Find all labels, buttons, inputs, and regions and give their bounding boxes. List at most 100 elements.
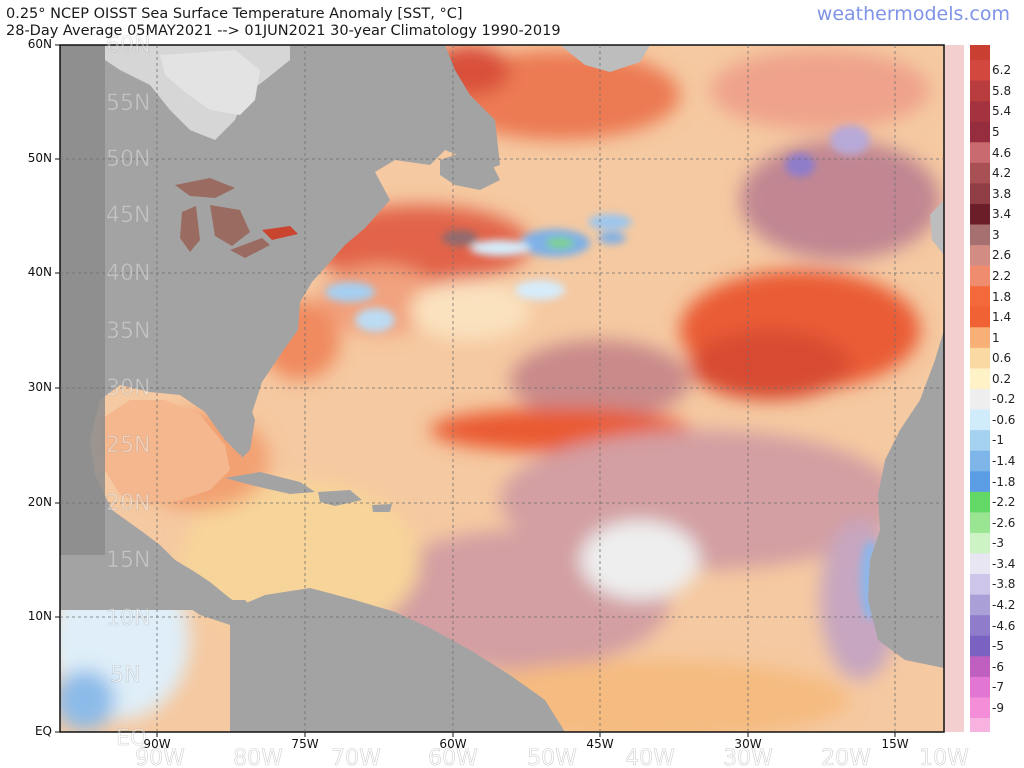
inner-lon-80w: 80W (233, 746, 283, 768)
colorbar-bottom-cap (970, 718, 990, 732)
colorbar-cell (970, 615, 990, 637)
colorbar-cell (970, 306, 990, 328)
land-south-america (230, 588, 565, 732)
inner-lon-90w: 90W (135, 746, 185, 768)
western-land-shade (60, 45, 105, 555)
colorbar-cell (970, 553, 990, 575)
colorbar-tick-label: 2.2 (992, 268, 1012, 283)
inner-lat-30n: 30N (106, 376, 150, 401)
colorbar-tick-label: -0.2 (992, 392, 1016, 407)
inner-lat-20n: 20N (106, 491, 150, 516)
colorbar-cell (970, 450, 990, 472)
colorbar-cell (970, 60, 990, 81)
colorbar-tick-label: 3.4 (992, 207, 1012, 222)
colorbar-tick-label: -3.8 (992, 577, 1016, 592)
colorbar-tick-label: 3 (992, 227, 1000, 242)
land-puerto-rico (372, 504, 392, 512)
colorbar-tick-label: -6 (992, 659, 1004, 674)
colorbar-cell (970, 162, 990, 184)
colorbar-tick-label: -1.8 (992, 474, 1016, 489)
colorbar-cell (970, 512, 990, 534)
lat-label-30n: 30N (27, 380, 52, 394)
colorbar-cell (970, 80, 990, 102)
inner-lat-55n: 55N (106, 91, 150, 116)
colorbar-cell (970, 676, 990, 698)
colorbar-cell (970, 286, 990, 308)
lat-label-20n: 20N (27, 495, 52, 509)
colorbar-cell (970, 635, 990, 657)
inner-lat-50n: 50N (106, 147, 150, 172)
colorbar-tick-label: -9 (992, 700, 1004, 715)
colorbar-cell (970, 532, 990, 554)
land-central-america (130, 530, 240, 625)
colorbar-cell (970, 471, 990, 493)
map-title: 0.25° NCEP OISST Sea Surface Temperature… (6, 6, 463, 22)
land-north-america (60, 45, 500, 610)
colorbar-tick-label: 0.6 (992, 351, 1012, 366)
colorbar-tick-label: -2.6 (992, 515, 1016, 530)
colorbar-cell (970, 491, 990, 513)
land-greenland (560, 45, 650, 72)
lon-label-75w: 75W (291, 737, 319, 751)
lon-label-30w: 30W (734, 737, 762, 751)
great-lakes (175, 178, 298, 258)
colorbar-tick-label: -7 (992, 680, 1004, 695)
colorbar-cell (970, 697, 990, 719)
colorbar (970, 45, 990, 732)
colorbar-top-cap (970, 45, 990, 60)
colorbar-tick-label: -4.2 (992, 597, 1016, 612)
colorbar-cell (970, 574, 990, 596)
inner-lon-50w: 50W (527, 746, 577, 768)
colorbar-cell (970, 327, 990, 349)
land-hispaniola (318, 490, 362, 506)
brand-link[interactable]: weathermodels.com (816, 3, 1010, 25)
inner-lat-5n: 5N (110, 663, 140, 688)
colorbar-tick-label: -3.4 (992, 556, 1016, 571)
inner-lon-20w: 20W (821, 746, 871, 768)
colorbar-tick-label: 4.2 (992, 166, 1012, 181)
colorbar-tick-label: 2.6 (992, 248, 1012, 263)
inner-lon-70w: 70W (331, 746, 381, 768)
lon-label-90w: 90W (143, 737, 171, 751)
map-field (60, 45, 944, 732)
gulf-of-mexico (100, 400, 230, 505)
inner-lat-60n: 60N (106, 33, 150, 58)
land-cuba (225, 472, 315, 494)
colorbar-tick-label: 4.6 (992, 145, 1012, 160)
colorbar-tick-label: -1 (992, 433, 1004, 448)
inner-lat-eq: EQ (116, 726, 147, 751)
colorbar-tick-label: 3.8 (992, 186, 1012, 201)
outer-margin-shade (944, 45, 964, 732)
inner-lat-15n: 15N (106, 548, 150, 573)
graticule (60, 45, 944, 732)
colorbar-tick-label: 5.8 (992, 83, 1012, 98)
lon-label-60w: 60W (439, 737, 467, 751)
inner-lon-10w: 10W (919, 746, 969, 768)
inner-lon-60w: 60W (428, 746, 478, 768)
colorbar-cell (970, 389, 990, 410)
land-africa (868, 330, 944, 668)
colorbar-tick-label: -5 (992, 639, 1004, 653)
axis-ticks (55, 44, 896, 737)
colorbar-cell (970, 368, 990, 390)
colorbar-cell (970, 347, 990, 369)
map-subtitle: 28-Day Average 05MAY2021 --> 01JUN2021 3… (6, 23, 561, 39)
land-florida (222, 392, 255, 458)
colorbar-tick-label: 1 (992, 330, 1000, 345)
colorbar-tick-label: 5.4 (992, 104, 1012, 119)
inner-lat-labels: 60N 55N 50N 45N 40N 35N 30N 25N 20N 15N … (106, 33, 151, 752)
colorbar-cell (970, 594, 990, 616)
inner-lat-25n: 25N (106, 433, 150, 458)
lat-label-eq: EQ (34, 724, 52, 738)
colorbar-cell (970, 430, 990, 452)
colorbar-tick-label: 1.8 (992, 289, 1012, 304)
colorbar-tick-label: -3 (992, 536, 1004, 551)
land-newfoundland (440, 150, 500, 190)
inner-lat-35n: 35N (106, 319, 150, 344)
colorbar-cell (970, 224, 990, 246)
inner-lat-45n: 45N (106, 203, 150, 228)
lon-label-15w: 15W (881, 737, 909, 751)
inner-lon-labels: 90W 80W 70W 60W 50W 40W 30W 20W 10W (135, 746, 970, 768)
colorbar-cell (970, 183, 990, 205)
